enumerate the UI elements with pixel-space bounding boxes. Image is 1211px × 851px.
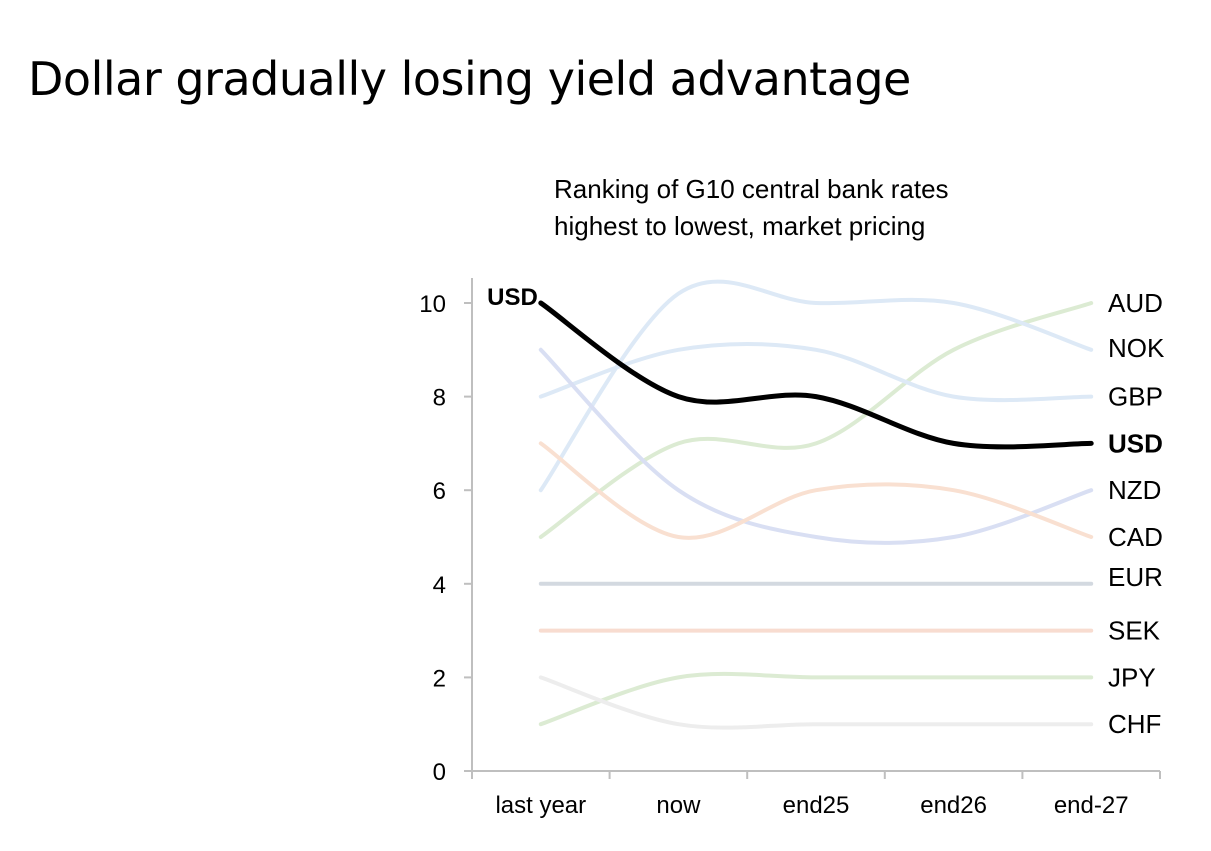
y-tick-label: 8 [433,385,446,412]
series-label-sek: SEK [1108,616,1161,646]
series-label-nok: NOK [1108,333,1165,363]
series-label-chf: CHF [1108,709,1161,739]
series-label-nzd: NZD [1108,475,1161,505]
x-tick-label: end26 [920,792,987,819]
series-line-aud [538,301,1094,539]
series-start-label-usd: USD [487,284,538,311]
y-tick-label: 0 [433,759,446,786]
series-line-jpy [538,671,1094,727]
series-label-jpy: JPY [1108,662,1156,692]
chart-subtitle-line2: highest to lowest, market pricing [554,211,926,241]
x-tick-label: now [656,792,701,819]
series-line-chf [538,675,1094,730]
x-tick-label: last year [495,792,586,819]
series-line-nok [538,279,1094,493]
y-tick-label: 10 [419,291,446,318]
series-label-eur: EUR [1108,562,1163,592]
series-line-nzd [538,347,1094,545]
series-label-usd: USD [1108,428,1163,458]
x-tick-label: end-27 [1054,792,1129,819]
x-tick-label: end25 [783,792,850,819]
series-label-gbp: GBP [1108,382,1163,412]
y-tick-label: 4 [433,572,446,599]
chart-subtitle-line1: Ranking of G10 central bank rates [554,174,949,204]
chart-title: Dollar gradually losing yield advantage [28,52,911,106]
series-line-cad [538,441,1094,540]
series-label-cad: CAD [1108,522,1163,552]
y-tick-label: 6 [433,478,446,505]
series-line-gbp [538,341,1094,403]
series-line-usd [538,300,1094,450]
y-tick-label: 2 [433,665,446,692]
series-label-aud: AUD [1108,288,1163,318]
